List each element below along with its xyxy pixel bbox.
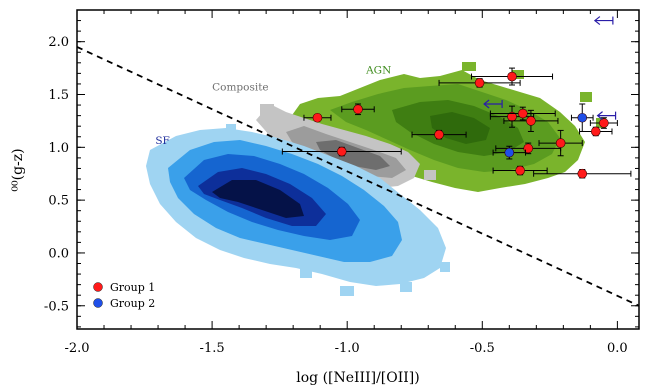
region-label: Composite bbox=[212, 81, 269, 93]
data-marker bbox=[599, 118, 609, 128]
region-label: SF bbox=[155, 135, 169, 147]
y-tick-label: 0.5 bbox=[48, 194, 69, 209]
legend-marker-group-2 bbox=[93, 298, 103, 308]
data-point-group-1 bbox=[492, 165, 548, 176]
data-point-group-1 bbox=[438, 78, 521, 88]
data-marker bbox=[434, 129, 444, 140]
data-point-group-2 bbox=[492, 145, 527, 160]
y-tick-label: 0.0 bbox=[48, 246, 69, 261]
arrow-head bbox=[596, 111, 603, 121]
divider-line bbox=[76, 46, 640, 307]
data-point-group-1 bbox=[503, 109, 559, 132]
upper-limit-arrow bbox=[593, 16, 614, 26]
data-point-group-1 bbox=[341, 103, 375, 116]
y-axis: -0.5 0.0 0.5 1.0 1.5 2.0 bbox=[44, 20, 639, 328]
data-point-group-1 bbox=[470, 67, 554, 86]
data-point-group-1 bbox=[538, 129, 583, 157]
region-labels: SF Composite AGN bbox=[155, 64, 391, 147]
data-marker bbox=[312, 112, 323, 123]
data-point-group-1 bbox=[281, 146, 402, 157]
x-axis-label: log ([NeIII]/[OII]) bbox=[296, 370, 419, 386]
data-point-group-1 bbox=[411, 129, 467, 140]
region-label: AGN bbox=[365, 64, 391, 76]
x-tick-label: -2.0 bbox=[64, 341, 89, 356]
sf-density-region bbox=[146, 124, 450, 296]
data-marker bbox=[526, 116, 536, 126]
upper-limit-arrow bbox=[483, 99, 503, 109]
y-axis-label: ⁰⁰(g-z) bbox=[10, 148, 26, 191]
data-point-group-1 bbox=[533, 168, 632, 179]
data-marker bbox=[507, 71, 517, 82]
y-tick-label: 1.0 bbox=[48, 141, 69, 156]
arrow-head bbox=[483, 99, 490, 109]
upper-limit-arrow bbox=[596, 111, 617, 121]
data-point-group-1 bbox=[489, 105, 535, 128]
data-point-group-2 bbox=[570, 103, 594, 132]
data-marker bbox=[518, 108, 528, 119]
x-tick-label: -0.5 bbox=[470, 341, 495, 356]
data-marker bbox=[577, 112, 588, 123]
x-axis: -2.0 -1.5 -1.0 -0.5 0.0 bbox=[64, 10, 628, 356]
y-tick-label: -0.5 bbox=[44, 299, 69, 314]
x-tick-label: -1.0 bbox=[335, 341, 360, 356]
legend-marker-group-1 bbox=[93, 282, 103, 292]
data-point-group-1 bbox=[589, 117, 618, 129]
arrow-head bbox=[593, 16, 601, 26]
data-point-group-1 bbox=[489, 106, 556, 121]
data-marker bbox=[353, 104, 363, 115]
legend-label-group-2: Group 2 bbox=[110, 297, 155, 310]
data-point-group-1 bbox=[303, 112, 332, 123]
plot-frame bbox=[76, 9, 640, 330]
data-marker bbox=[577, 168, 588, 179]
y-tick-label: 2.0 bbox=[48, 35, 69, 50]
x-tick-label: 0.0 bbox=[607, 341, 628, 356]
data-marker bbox=[590, 126, 601, 137]
data-points bbox=[281, 16, 632, 179]
data-marker bbox=[474, 78, 485, 88]
x-tick-label: -1.5 bbox=[200, 341, 225, 356]
legend-label-group-1: Group 1 bbox=[110, 281, 155, 294]
data-marker bbox=[555, 138, 566, 148]
legend: Group 1 Group 2 bbox=[93, 281, 155, 310]
data-marker bbox=[336, 146, 347, 157]
density-contours bbox=[146, 62, 606, 296]
y-tick-label: 1.5 bbox=[48, 88, 69, 103]
data-marker bbox=[504, 147, 515, 158]
data-marker bbox=[515, 165, 525, 176]
